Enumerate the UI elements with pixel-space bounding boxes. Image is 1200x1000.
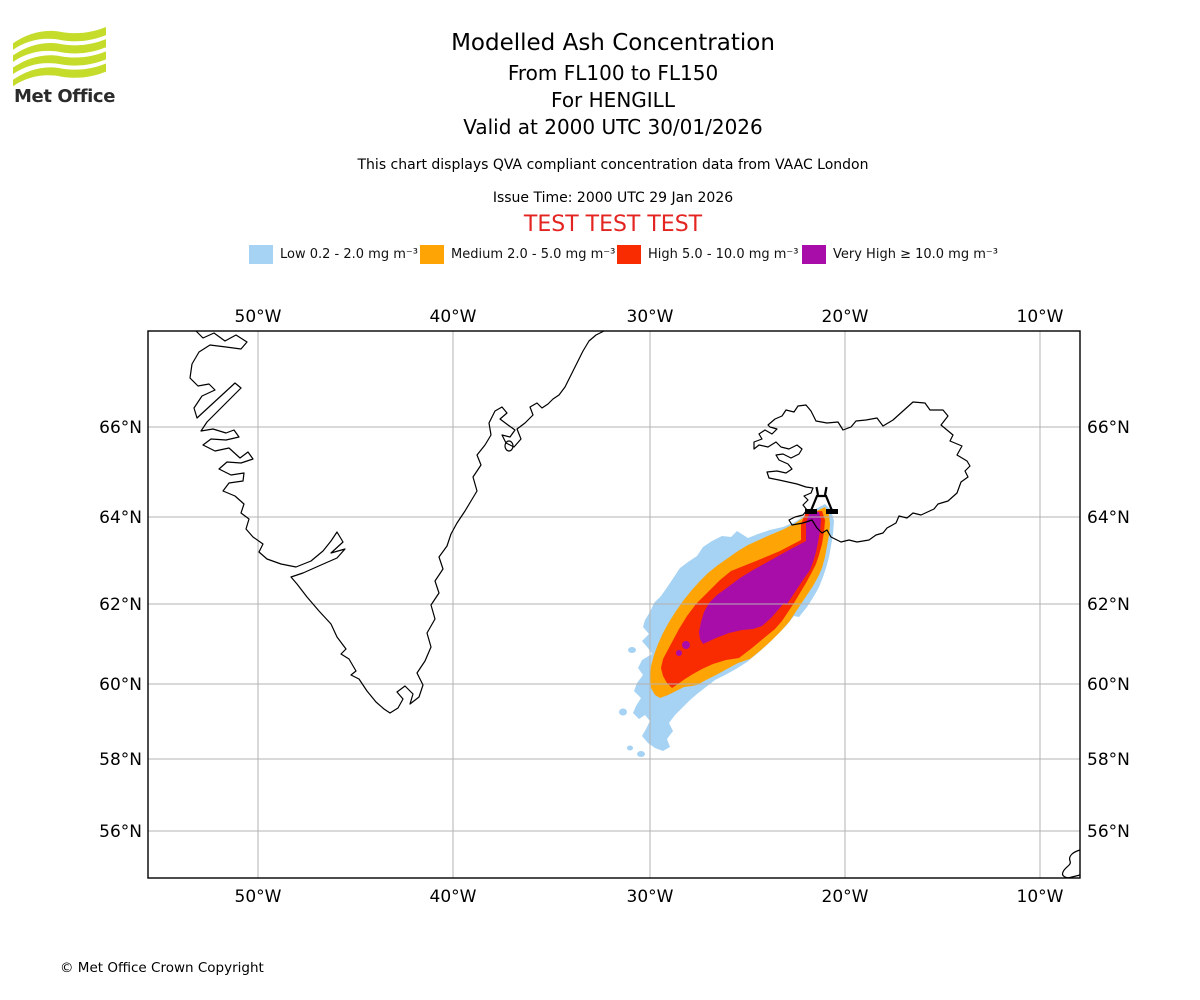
x-tick-label: 30°W <box>627 887 674 907</box>
map-gridlines <box>148 331 1080 878</box>
legend-swatch-low <box>249 244 273 264</box>
legend-label-very-high: Very High ≥ 10.0 mg m⁻³ <box>833 246 998 262</box>
y-tick-label: 64°N <box>1087 508 1130 528</box>
test-banner: TEST TEST TEST <box>523 212 703 237</box>
y-axis-labels-left: 66°N 64°N 62°N 60°N 58°N 56°N <box>99 418 142 842</box>
y-tick-label: 62°N <box>99 595 142 615</box>
x-tick-label: 40°W <box>430 887 477 907</box>
ash-plume-very-high <box>676 511 821 656</box>
y-tick-label: 64°N <box>99 508 142 528</box>
x-tick-label: 50°W <box>235 307 282 327</box>
y-tick-label: 66°N <box>99 418 142 438</box>
legend-label-high: High 5.0 - 10.0 mg m⁻³ <box>648 246 799 262</box>
y-axis-labels-right: 66°N 64°N 62°N 60°N 58°N 56°N <box>1087 418 1130 842</box>
y-tick-label: 66°N <box>1087 418 1130 438</box>
y-tick-label: 56°N <box>1087 822 1130 842</box>
y-tick-label: 62°N <box>1087 595 1130 615</box>
subtitle-volcano: For HENGILL <box>551 88 675 112</box>
x-tick-label: 10°W <box>1017 887 1064 907</box>
legend-item-very-high: Very High ≥ 10.0 mg m⁻³ <box>802 243 998 265</box>
y-tick-label: 58°N <box>1087 750 1130 770</box>
page-title: Modelled Ash Concentration <box>451 30 775 56</box>
x-tick-label: 50°W <box>235 887 282 907</box>
copyright-notice: © Met Office Crown Copyright <box>60 960 264 976</box>
greenland-coastline <box>189 330 605 714</box>
x-axis-labels-bottom: 50°W 40°W 30°W 20°W 10°W <box>235 887 1064 907</box>
x-tick-label: 30°W <box>627 307 674 327</box>
y-tick-label: 58°N <box>99 750 142 770</box>
issue-time: Issue Time: 2000 UTC 29 Jan 2026 <box>492 190 734 206</box>
legend-item-high: High 5.0 - 10.0 mg m⁻³ <box>617 243 799 265</box>
x-tick-label: 20°W <box>822 307 869 327</box>
legend-swatch-medium <box>420 244 444 264</box>
legend-swatch-high <box>617 244 641 264</box>
subtitle-flight-levels: From FL100 to FL150 <box>507 61 719 85</box>
x-tick-label: 40°W <box>430 307 477 327</box>
volcano-marker-icon <box>805 486 838 514</box>
legend-item-low: Low 0.2 - 2.0 mg m⁻³ <box>249 243 418 265</box>
subtitle-block: From FL100 to FL150 For HENGILL Valid at… <box>13 60 1200 141</box>
x-axis-labels-top: 50°W 40°W 30°W 20°W 10°W <box>235 307 1064 327</box>
x-tick-label: 10°W <box>1017 307 1064 327</box>
met-office-logo-text: Met Office <box>14 86 116 107</box>
iceland-coastline <box>753 401 971 543</box>
y-tick-label: 60°N <box>1087 675 1130 695</box>
met-office-logo-waves-icon <box>13 27 106 87</box>
chart-description: This chart displays QVA compliant concen… <box>357 157 869 173</box>
map-border <box>147 330 1081 879</box>
hebrides-coastline <box>1061 849 1081 879</box>
y-tick-label: 60°N <box>99 675 142 695</box>
greenland-east-island <box>504 440 514 452</box>
legend-label-medium: Medium 2.0 - 5.0 mg m⁻³ <box>451 246 616 262</box>
y-tick-label: 56°N <box>99 822 142 842</box>
legend-swatch-very-high <box>802 244 826 264</box>
legend-item-medium: Medium 2.0 - 5.0 mg m⁻³ <box>420 243 615 265</box>
x-tick-label: 20°W <box>822 887 869 907</box>
subtitle-valid-time: Valid at 2000 UTC 30/01/2026 <box>463 115 763 139</box>
legend-label-low: Low 0.2 - 2.0 mg m⁻³ <box>280 246 418 262</box>
